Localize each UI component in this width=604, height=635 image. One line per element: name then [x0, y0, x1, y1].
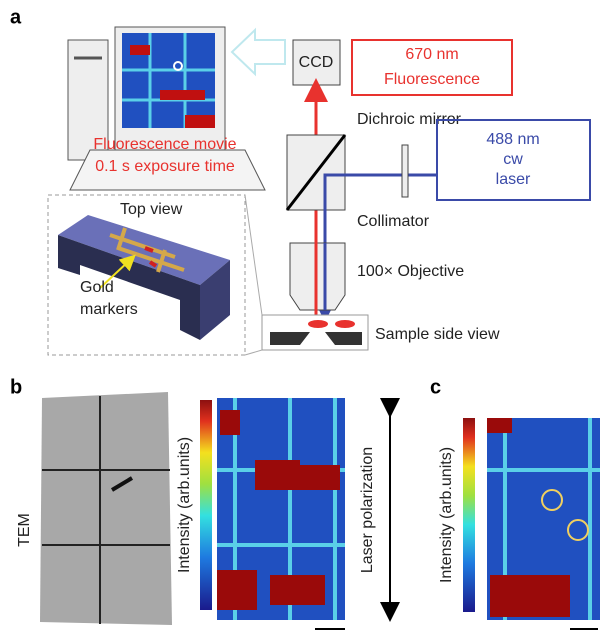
- rod: [335, 320, 355, 328]
- sample-label: Sample side view: [375, 326, 500, 343]
- laser-text: laser: [496, 171, 531, 188]
- panel-label: a: [10, 6, 22, 28]
- emission-text: Fluorescence: [384, 71, 480, 88]
- emission-text: 670 nm: [405, 46, 458, 63]
- panel-label: c: [430, 376, 441, 398]
- arrow: [232, 30, 285, 74]
- bridge: [58, 215, 230, 340]
- ccd-label: CCD: [299, 54, 334, 71]
- heatmap: [217, 398, 345, 620]
- colorbar-label: Intensity (arb.units): [176, 437, 193, 573]
- colorbar: [200, 400, 212, 610]
- rod: [308, 320, 328, 328]
- laser-text: 488 nm: [486, 131, 539, 148]
- top-view-label: Top view: [120, 201, 183, 218]
- heatmap: [487, 418, 600, 620]
- gold-label: markers: [80, 301, 138, 318]
- movie-text: 0.1 s exposure time: [95, 158, 235, 175]
- collimator-label: Collimator: [357, 213, 430, 230]
- gold-label: Gold: [80, 279, 114, 296]
- figure: a CCD 670 nm Fluorescence Dichroic mirro…: [0, 0, 604, 635]
- laser-text: cw: [503, 151, 523, 168]
- collimator: [402, 145, 408, 197]
- polarization-label: Laser polarization: [359, 447, 376, 573]
- tem-label: TEM: [16, 513, 33, 547]
- colorbar: [463, 418, 475, 612]
- tem-image: [40, 392, 172, 625]
- panel-label: b: [10, 376, 22, 398]
- movie-text: Fluorescence movie: [93, 136, 236, 153]
- colorbar-label: Intensity (arb.units): [438, 447, 455, 583]
- zoom-line: [245, 195, 262, 355]
- objective-label: 100× Objective: [357, 263, 464, 280]
